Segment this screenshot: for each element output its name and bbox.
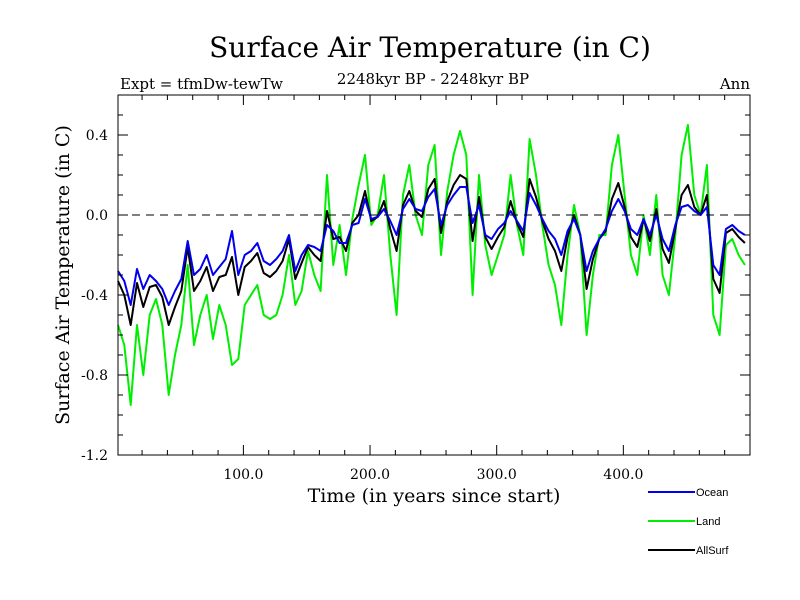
y-tick-label: -0.8 [81, 368, 108, 384]
y-tick-label: 0.4 [86, 128, 108, 144]
y-tick-label: -1.2 [81, 448, 108, 464]
x-tick-label: 200.0 [350, 467, 390, 483]
series-line-allsurf [117, 174, 746, 326]
legend: Ocean Land AllSurf [648, 487, 729, 557]
chart-title: Surface Air Temperature (in C) [209, 31, 651, 64]
legend-label-ocean: Ocean [696, 487, 728, 499]
legend-label-allsurf: AllSurf [696, 545, 729, 557]
x-tick-label: 100.0 [223, 467, 263, 483]
y-axis-ticks: -1.2 -0.8 -0.4 0.0 0.4 [81, 94, 750, 464]
chart-subtitle: 2248kyr BP - 2248kyr BP [337, 70, 529, 88]
series-line-land [117, 124, 746, 406]
season-label: Ann [719, 75, 750, 93]
y-tick-label: 0.0 [86, 208, 108, 224]
x-tick-label: 400.0 [603, 467, 643, 483]
legend-label-land: Land [696, 516, 720, 528]
experiment-label: Expt = tfmDw-tewTw [120, 75, 283, 93]
y-tick-label: -0.4 [81, 288, 108, 304]
x-axis-ticks: 100.0 200.0 300.0 400.0 [141, 95, 726, 483]
series-line-ocean [117, 186, 746, 306]
y-axis-label: Surface Air Temperature (in C) [52, 125, 74, 425]
plot-lines [117, 124, 746, 406]
x-axis-label: Time (in years since start) [308, 485, 561, 507]
x-tick-label: 300.0 [477, 467, 517, 483]
